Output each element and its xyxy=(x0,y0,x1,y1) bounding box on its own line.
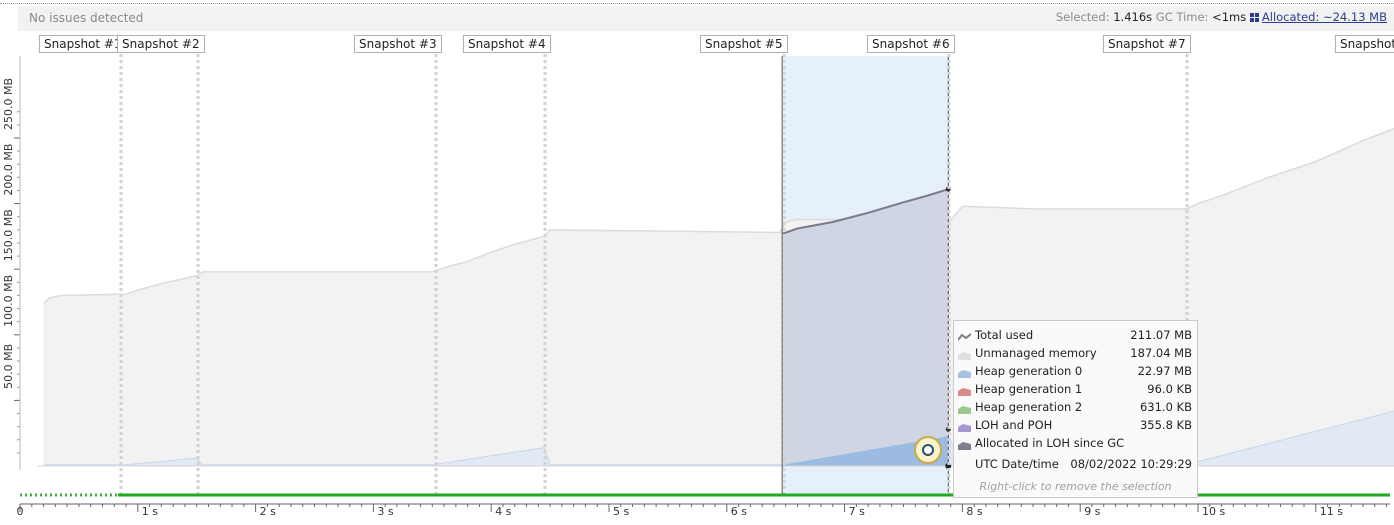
tooltip-row-label: Heap generation 0 xyxy=(975,364,1083,378)
y-tick-label: 200.0 MB xyxy=(2,144,15,196)
tooltip-row: Unmanaged memory 187.04 MB xyxy=(958,345,1194,363)
snapshot-label[interactable]: Snapshot xyxy=(1335,35,1394,53)
snapshot-label[interactable]: Snapshot #1 xyxy=(39,35,127,53)
tooltip-row-label: Unmanaged memory xyxy=(975,346,1097,360)
tooltip-row: Allocated in LOH since GC xyxy=(958,435,1194,453)
zoom-icon xyxy=(922,444,934,456)
tooltip-row-value: 22.97 MB xyxy=(1137,364,1192,378)
selected-value: 1.416s xyxy=(1113,10,1153,24)
tooltip-row-value: 96.0 KB xyxy=(1147,382,1192,396)
y-tick-label: 50.0 MB xyxy=(2,344,15,389)
tooltip-row-label: Total used xyxy=(975,328,1034,342)
x-tick-label: 2 s xyxy=(260,505,276,518)
tooltip-row: Heap generation 1 96.0 KB xyxy=(958,381,1194,399)
selected-label: Selected: xyxy=(1055,10,1110,24)
tooltip-row-label: UTC Date/time xyxy=(975,457,1059,471)
top-divider xyxy=(0,3,1394,4)
series-total-used-line xyxy=(781,188,949,235)
allocated-link[interactable]: Allocated: ~24.13 MB xyxy=(1261,10,1387,24)
tooltip-row-value: 355.8 KB xyxy=(1139,418,1192,432)
tooltip-row: Heap generation 0 22.97 MB xyxy=(958,363,1194,381)
series-unmanaged-memory-line xyxy=(43,127,1394,304)
x-tick-label: 4 s xyxy=(495,505,511,518)
status-bar: No issues detected Selected: 1.416s GC T… xyxy=(18,6,1394,31)
snapshot-label[interactable]: Snapshot #5 xyxy=(700,35,788,53)
tooltip-row-label: Allocated in LOH since GC xyxy=(975,436,1125,450)
gc-time-label: GC Time: xyxy=(1155,10,1209,24)
tooltip-hint: Right-click to remove the selection xyxy=(979,480,1172,493)
snapshot-label[interactable]: Snapshot #6 xyxy=(867,35,955,53)
series-heap-gen0-area xyxy=(43,411,1394,466)
tooltip-row-value: 08/02/2022 10:29:29 xyxy=(1070,457,1192,471)
tooltip-row: Total used 211.07 MB xyxy=(957,327,1194,345)
x-tick-label: 8 s xyxy=(966,505,982,518)
allocations-icon xyxy=(1249,13,1259,22)
area-legend-icon xyxy=(958,439,971,450)
tooltip-row-value: 631.0 KB xyxy=(1139,400,1192,414)
x-tick-label: 10 s xyxy=(1202,505,1225,518)
issues-status: No issues detected xyxy=(29,11,144,25)
line-legend-icon xyxy=(957,331,972,341)
selection-info: Selected: 1.416s GC Time: <1ms Allocated… xyxy=(1056,10,1387,24)
snapshot-label[interactable]: Snapshot #3 xyxy=(354,35,442,53)
x-tick-label: 7 s xyxy=(849,505,865,518)
x-tick-label: 6 s xyxy=(731,505,747,518)
y-tick-label: 100.0 MB xyxy=(2,275,15,327)
area-legend-icon xyxy=(958,385,971,396)
series-total-used-area xyxy=(782,189,949,466)
tooltip-row-label: Heap generation 2 xyxy=(975,400,1083,414)
zoom-to-selection-button[interactable] xyxy=(914,436,942,464)
area-legend-icon xyxy=(958,367,971,378)
area-legend-icon xyxy=(958,403,971,414)
tooltip-row: Heap generation 2 631.0 KB xyxy=(958,399,1194,417)
tooltip-row-value: 187.04 MB xyxy=(1130,346,1192,360)
tooltip-row-label: Heap generation 1 xyxy=(975,382,1083,396)
y-tick-label: 150.0 MB xyxy=(2,209,15,261)
snapshot-label[interactable]: Snapshot #4 xyxy=(463,35,551,53)
x-tick-label: 9 s xyxy=(1084,505,1100,518)
tooltip-panel: Total used 211.07 MB Unmanaged memory 187.0… xyxy=(953,320,1198,498)
tooltip-row-value: 211.07 MB xyxy=(1130,328,1192,342)
area-legend-icon xyxy=(958,349,971,360)
tooltip-row-label: LOH and POH xyxy=(975,418,1053,432)
snapshot-label[interactable]: Snapshot #2 xyxy=(117,35,205,53)
gc-time-value: <1ms xyxy=(1212,10,1247,24)
y-tick-label: 250.0 MB xyxy=(2,78,15,130)
area-legend-icon xyxy=(958,421,971,432)
x-tick-label: 3 s xyxy=(377,505,393,518)
tooltip-row: LOH and POH 355.8 KB xyxy=(958,417,1194,435)
x-tick-label: 5 s xyxy=(613,505,629,518)
tooltip-row: UTC Date/time 08/02/2022 10:29:29 xyxy=(958,456,1194,474)
x-tick-label: 11 s xyxy=(1320,505,1343,518)
x-tick-label: 0 xyxy=(17,505,24,518)
snapshot-label[interactable]: Snapshot #7 xyxy=(1103,35,1191,53)
x-tick-label: 1 s xyxy=(142,505,158,518)
